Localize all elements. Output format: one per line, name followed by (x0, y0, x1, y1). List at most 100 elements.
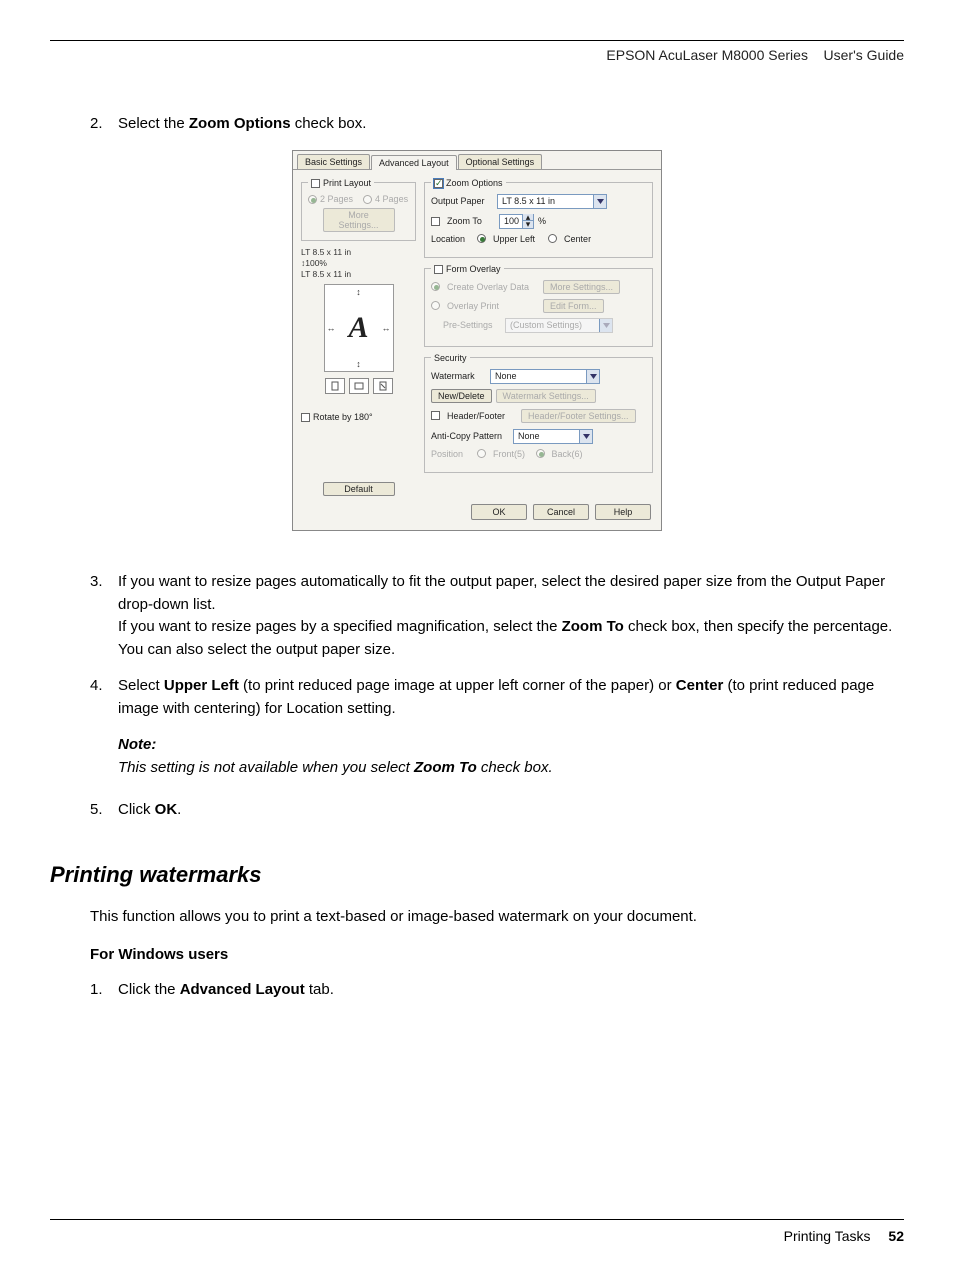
preview-letter: A (348, 311, 368, 345)
tab-basic-settings[interactable]: Basic Settings (297, 154, 370, 169)
page-preview: ↕ ↔ A ↔ ↕ (324, 284, 394, 372)
form-overlay-checkbox[interactable] (434, 265, 443, 274)
new-delete-button[interactable]: New/Delete (431, 389, 492, 403)
output-paper-dropdown[interactable]: LT 8.5 x 11 in (497, 194, 607, 209)
rotate-label: Rotate by 180° (313, 412, 373, 422)
chevron-down-icon[interactable]: ▾ (523, 221, 533, 228)
header-footer-settings-button[interactable]: Header/Footer Settings... (521, 409, 636, 423)
text: If you want to resize pages automaticall… (118, 573, 885, 613)
tab-advanced-layout[interactable]: Advanced Layout (371, 155, 457, 170)
chevron-down-icon (586, 370, 599, 383)
pre-settings-dropdown[interactable]: (Custom Settings) (505, 318, 613, 333)
chevron-down-icon (579, 430, 592, 443)
print-layout-checkbox[interactable] (311, 179, 320, 188)
anticopy-label: Anti-Copy Pattern (431, 431, 509, 441)
legend-text: Zoom Options (446, 178, 503, 188)
zoom-percent-spinner[interactable]: 100 ▴▾ (499, 214, 534, 229)
default-button[interactable]: Default (323, 482, 395, 496)
zoom-to-row: Zoom To 100 ▴▾ % (431, 214, 646, 229)
header-footer-label: Header/Footer (447, 411, 517, 421)
chevron-down-icon (599, 319, 612, 332)
watermark-label: Watermark (431, 371, 486, 381)
spinner-value: 100 (500, 216, 522, 226)
bold-text: Zoom To (414, 759, 477, 776)
printer-dialog-screenshot: Basic Settings Advanced Layout Optional … (292, 150, 662, 532)
doc-type: User's Guide (824, 47, 904, 63)
radio-front[interactable] (477, 449, 486, 458)
orient-rotated-icon[interactable] (373, 378, 393, 394)
anticopy-dropdown[interactable]: None (513, 429, 593, 444)
front-label: Front(5) (493, 449, 525, 459)
page-number: 52 (888, 1228, 904, 1244)
ok-button[interactable]: OK (471, 504, 527, 520)
step-2: 2. Select the Zoom Options check box. (50, 113, 904, 136)
radio-2pages[interactable] (308, 195, 317, 204)
anticopy-row: Anti-Copy Pattern None (431, 429, 646, 444)
text: Click the (118, 981, 180, 998)
output-paper-row: Output Paper LT 8.5 x 11 in (431, 194, 646, 209)
radio-center[interactable] (548, 234, 557, 243)
section-subheading: For Windows users (50, 946, 904, 963)
chapter-name: Printing Tasks (784, 1228, 871, 1244)
header-footer-checkbox[interactable] (431, 411, 440, 420)
rotate-row: Rotate by 180° (301, 412, 416, 422)
preview-size-2: LT 8.5 x 11 in (301, 269, 416, 280)
orient-landscape-icon[interactable] (349, 378, 369, 394)
radio-back[interactable] (536, 449, 545, 458)
page-footer: Printing Tasks 52 (50, 1219, 904, 1244)
radio-create-overlay[interactable] (431, 282, 440, 291)
zoom-options-group: Zoom Options Output Paper LT 8.5 x 11 in… (424, 178, 653, 258)
step-body: If you want to resize pages automaticall… (118, 571, 904, 661)
radio-overlay-print[interactable] (431, 301, 440, 310)
section-intro: This function allows you to print a text… (50, 906, 904, 929)
step-number: 1. (90, 979, 118, 1002)
watermark-buttons-row: New/Delete Watermark Settings... (431, 389, 646, 403)
overlay-print-row: Overlay Print Edit Form... (431, 299, 646, 313)
dropdown-value: None (518, 431, 540, 441)
header-rule (50, 40, 904, 41)
page-header: EPSON AcuLaser M8000 Series User's Guide (50, 47, 904, 63)
bold-text: OK (155, 801, 178, 818)
create-overlay-row: Create Overlay Data More Settings... (431, 280, 646, 294)
text: check box. (477, 759, 553, 776)
text: . (177, 801, 181, 818)
text: Click (118, 801, 155, 818)
preview-zoom: ↕100% (301, 258, 416, 269)
cancel-button[interactable]: Cancel (533, 504, 589, 520)
dropdown-value: None (495, 371, 517, 381)
orient-portrait-icon[interactable] (325, 378, 345, 394)
rotate-checkbox[interactable] (301, 413, 310, 422)
spinner-arrows: ▴▾ (522, 214, 533, 228)
step-number: 4. (90, 675, 118, 720)
step-body: Click OK. (118, 799, 904, 822)
radio-4pages[interactable] (363, 195, 372, 204)
back-label: Back(6) (552, 449, 583, 459)
upper-left-label: Upper Left (493, 234, 535, 244)
percent-label: % (538, 216, 546, 226)
tab-optional-settings[interactable]: Optional Settings (458, 154, 543, 169)
text: tab. (305, 981, 334, 998)
chevron-down-icon (593, 195, 606, 208)
overlay-more-settings-button[interactable]: More Settings... (543, 280, 620, 294)
form-overlay-legend: Form Overlay (431, 264, 504, 274)
dropdown-value: (Custom Settings) (510, 320, 582, 330)
zoom-to-checkbox[interactable] (431, 217, 440, 226)
help-button[interactable]: Help (595, 504, 651, 520)
zoom-options-legend: Zoom Options (431, 178, 506, 188)
step-number: 3. (90, 571, 118, 661)
edit-form-button[interactable]: Edit Form... (543, 299, 604, 313)
text: Select (118, 677, 164, 694)
zoom-options-checkbox[interactable] (434, 179, 443, 188)
text: Select the (118, 115, 189, 132)
zoom-to-label: Zoom To (447, 216, 495, 226)
more-settings-button[interactable]: More Settings... (323, 208, 395, 232)
overlay-print-label: Overlay Print (447, 301, 539, 311)
dialog-body: Print Layout 2 Pages 4 Pages More Settin… (293, 170, 661, 505)
bold-text: Advanced Layout (180, 981, 305, 998)
watermark-dropdown[interactable]: None (490, 369, 600, 384)
watermark-settings-button[interactable]: Watermark Settings... (496, 389, 596, 403)
preview-size-1: LT 8.5 x 11 in (301, 247, 416, 258)
text: If you want to resize pages by a specifi… (118, 618, 562, 635)
radio-upper-left[interactable] (477, 234, 486, 243)
print-layout-group: Print Layout 2 Pages 4 Pages More Settin… (301, 178, 416, 241)
